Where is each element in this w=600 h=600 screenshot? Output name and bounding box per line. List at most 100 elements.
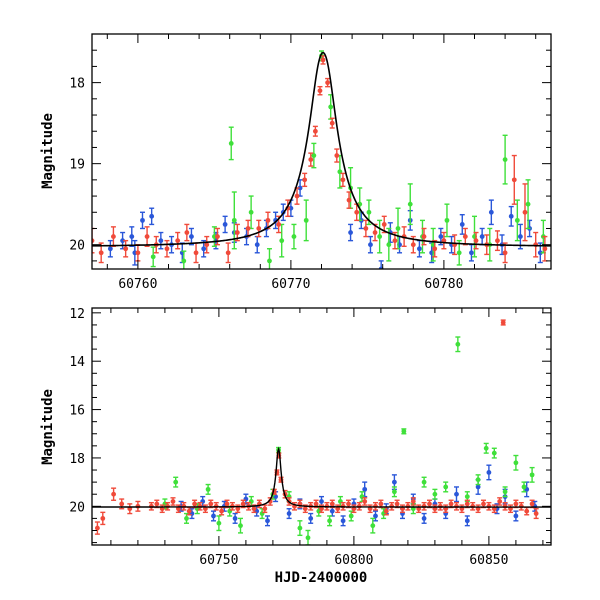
data-point bbox=[144, 226, 150, 248]
data-point bbox=[508, 205, 514, 227]
data-point bbox=[533, 231, 539, 258]
data-point bbox=[340, 515, 346, 527]
x-tick-label: 60780 bbox=[424, 277, 463, 292]
top-y-axis: 18 19 20 bbox=[69, 33, 551, 262]
data-point bbox=[362, 481, 368, 498]
data-point bbox=[119, 498, 125, 510]
data-point bbox=[524, 506, 530, 516]
data-point bbox=[266, 248, 272, 269]
data-point bbox=[222, 215, 228, 234]
data-point bbox=[248, 195, 254, 230]
data-point bbox=[225, 242, 231, 264]
data-point bbox=[205, 483, 211, 495]
data-point bbox=[340, 172, 346, 188]
bottom-x-axis-label: HJD-2400000 bbox=[275, 570, 368, 586]
data-point bbox=[522, 183, 528, 242]
data-point bbox=[302, 172, 308, 188]
data-point bbox=[135, 243, 141, 262]
data-point bbox=[224, 499, 230, 509]
data-point bbox=[381, 215, 387, 234]
data-point bbox=[473, 231, 479, 250]
data-point bbox=[421, 476, 427, 488]
data-point bbox=[443, 481, 449, 493]
data-point bbox=[181, 250, 187, 269]
data-point bbox=[308, 152, 314, 167]
data-point bbox=[123, 239, 129, 258]
top-x-axis: 60760 60770 60780 bbox=[106, 34, 537, 292]
data-point bbox=[479, 227, 485, 246]
data-point bbox=[421, 512, 427, 524]
data-point bbox=[400, 504, 405, 514]
data-point bbox=[488, 199, 494, 226]
data-point bbox=[279, 223, 285, 258]
data-point bbox=[232, 512, 238, 524]
data-point bbox=[407, 183, 413, 226]
data-point bbox=[454, 501, 459, 511]
data-point bbox=[164, 239, 170, 258]
top-data-points bbox=[92, 50, 548, 269]
data-point bbox=[518, 501, 524, 511]
data-point bbox=[216, 515, 222, 532]
data-point bbox=[129, 226, 135, 248]
data-point bbox=[110, 226, 116, 248]
data-point bbox=[367, 504, 373, 514]
data-point bbox=[386, 227, 392, 262]
data-point bbox=[438, 227, 444, 246]
data-point bbox=[432, 504, 438, 514]
data-point bbox=[533, 508, 539, 520]
data-point bbox=[443, 504, 449, 514]
data-point bbox=[455, 336, 461, 353]
data-point bbox=[444, 203, 450, 238]
data-point bbox=[291, 223, 297, 250]
y-tick-label: 19 bbox=[69, 158, 85, 173]
data-point bbox=[337, 154, 343, 189]
top-panel-zoom: 60760 60770 60780 18 19 20 Magnitude bbox=[40, 33, 552, 292]
bottom-y-axis-label: Magnitude bbox=[40, 389, 56, 465]
data-point bbox=[462, 227, 468, 246]
bottom-model-curve bbox=[92, 446, 551, 508]
data-point bbox=[432, 488, 438, 500]
data-point bbox=[370, 517, 376, 534]
data-point bbox=[184, 512, 189, 524]
data-point bbox=[513, 510, 519, 522]
data-point bbox=[286, 508, 292, 520]
data-point bbox=[416, 239, 422, 258]
data-point bbox=[486, 464, 492, 481]
data-point bbox=[254, 235, 260, 254]
data-point bbox=[317, 85, 323, 96]
data-point bbox=[464, 515, 470, 527]
data-point bbox=[308, 512, 314, 524]
data-point bbox=[158, 231, 164, 250]
data-point bbox=[511, 154, 517, 205]
x-tick-label: 60850 bbox=[469, 553, 508, 568]
x-tick-label: 60750 bbox=[199, 553, 238, 568]
data-point bbox=[410, 497, 416, 506]
data-point bbox=[150, 246, 156, 268]
data-point bbox=[486, 501, 492, 511]
data-point bbox=[421, 227, 427, 246]
data-point bbox=[459, 504, 465, 514]
data-point bbox=[494, 230, 500, 252]
data-point bbox=[111, 487, 117, 501]
data-point bbox=[416, 504, 422, 514]
data-point bbox=[159, 504, 165, 514]
y-tick-label: 20 bbox=[69, 239, 85, 254]
data-point bbox=[521, 481, 527, 493]
data-point bbox=[173, 476, 179, 488]
data-point bbox=[513, 454, 519, 471]
data-point bbox=[514, 199, 520, 242]
data-point bbox=[491, 504, 497, 514]
data-point bbox=[483, 442, 489, 454]
data-point bbox=[502, 242, 508, 264]
data-point bbox=[211, 510, 216, 522]
data-point bbox=[395, 207, 401, 250]
bottom-y-axis: 12 14 16 18 20 bbox=[69, 307, 551, 544]
data-point bbox=[149, 207, 155, 226]
data-point bbox=[219, 506, 225, 516]
data-point bbox=[475, 474, 481, 486]
data-point bbox=[273, 211, 279, 230]
y-tick-label: 16 bbox=[69, 404, 85, 419]
data-point bbox=[193, 242, 199, 264]
data-point bbox=[228, 126, 234, 161]
